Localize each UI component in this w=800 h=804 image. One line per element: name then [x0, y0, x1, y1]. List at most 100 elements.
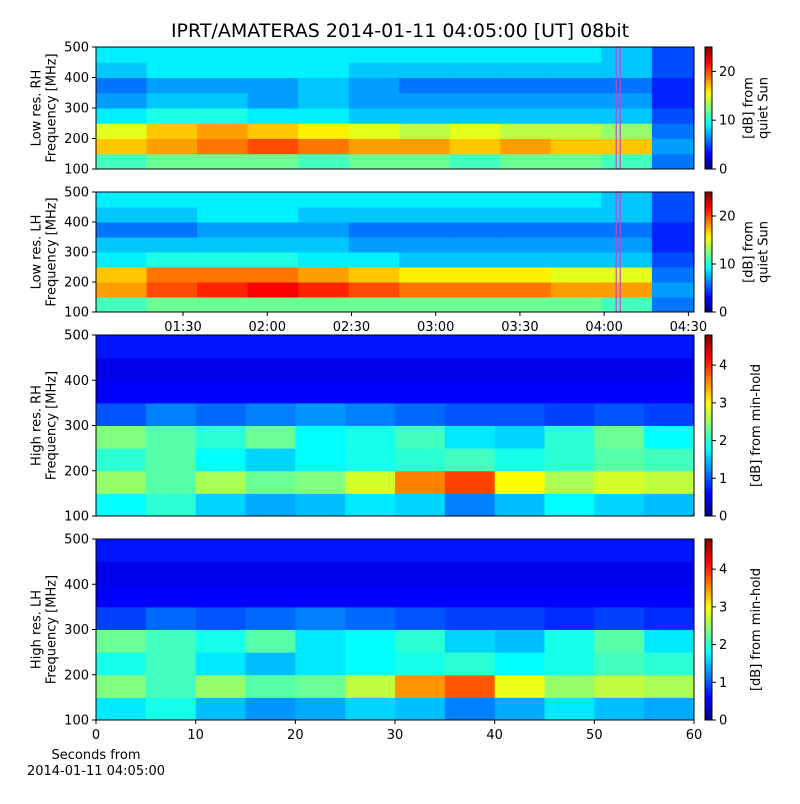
x-tick-label: 04:30: [670, 320, 707, 335]
heatmap-cell: [247, 47, 299, 63]
colorbar-segment: [705, 638, 712, 643]
colorbar-segment: [705, 569, 712, 573]
heatmap-cell: [298, 153, 350, 170]
heatmap-cell: [500, 222, 552, 238]
heatmap-cell: [348, 62, 400, 78]
heatmap-cell: [494, 697, 545, 721]
heatmap-cell: [96, 606, 147, 630]
heatmap-cell: [601, 92, 653, 109]
heatmap-cell: [298, 237, 350, 253]
colorbar-segment: [705, 110, 712, 113]
colorbar-segment: [705, 244, 712, 247]
heatmap-cell: [345, 402, 396, 426]
colorbar-segment: [705, 461, 712, 466]
heatmap-cell: [96, 357, 147, 381]
y-axis-label-line: Low res. LH: [30, 215, 45, 290]
heatmap-cell: [197, 297, 249, 313]
colorbar-segment: [705, 136, 712, 139]
x-tick-label: 02:30: [333, 320, 370, 335]
heatmap-cell: [245, 357, 296, 381]
heatmap-cell: [500, 297, 552, 313]
heatmap-cell: [96, 222, 148, 238]
heatmap-cell: [146, 153, 198, 170]
colorbar-segment: [705, 112, 712, 115]
colorbar-segment: [705, 593, 712, 597]
heatmap-cell: [601, 282, 653, 298]
colorbar-segment: [705, 214, 712, 217]
y-axis-label-line: Frequency [MHz]: [45, 371, 60, 480]
heatmap-cell: [399, 207, 451, 223]
heatmap-cell: [651, 252, 695, 268]
colorbar-segment: [705, 455, 712, 460]
colorbar-segment: [705, 230, 712, 233]
x-tick-label: 0: [92, 728, 100, 743]
heatmap-cell: [544, 335, 595, 359]
heatmap-cell: [195, 561, 246, 585]
heatmap-cell: [298, 138, 350, 155]
heatmap-cell: [146, 297, 198, 313]
colorbar-segment: [705, 422, 712, 426]
x-axis-label: 2014-01-11 04:05:00: [27, 764, 165, 779]
heatmap-cell: [348, 237, 400, 253]
colorbar-segment: [705, 122, 712, 125]
heatmap-cell: [197, 108, 249, 124]
heatmap-cell: [146, 138, 198, 155]
heatmap-cell: [298, 47, 350, 63]
heatmap-cell: [145, 674, 197, 698]
heatmap-cell: [96, 470, 147, 494]
heatmap-cell: [345, 380, 396, 404]
heatmap-cell: [395, 425, 446, 449]
heatmap-cell: [395, 652, 446, 676]
colorbar-segment: [705, 286, 712, 289]
colorbar-segment: [705, 77, 712, 81]
colorbar-segment: [705, 282, 712, 285]
heatmap-cell: [594, 470, 645, 494]
heatmap-cell: [544, 697, 595, 721]
colorbar-segment: [705, 158, 712, 162]
y-tick-label: 500: [64, 329, 89, 344]
heatmap-cell: [348, 207, 400, 223]
heatmap-cell: [345, 697, 396, 721]
colorbar-segment: [705, 75, 712, 78]
heatmap-cell: [96, 629, 147, 653]
colorbar-segment: [705, 398, 712, 402]
colorbar-segment: [705, 146, 712, 150]
heatmap-cell: [348, 153, 400, 170]
colorbar-segment: [705, 65, 712, 68]
colorbar-segment: [705, 671, 712, 676]
colorbar-segment: [705, 476, 712, 481]
heatmap-cell: [146, 267, 198, 283]
heatmap-cell: [96, 108, 148, 124]
heatmap-cell: [197, 62, 249, 78]
colorbar-segment: [705, 51, 712, 54]
heatmap-cell: [348, 222, 400, 238]
colorbar-segment: [705, 61, 712, 64]
colorbar-segment: [705, 710, 712, 715]
colorbar-segment: [705, 410, 712, 414]
heatmap-cell: [247, 237, 299, 253]
heatmap-cell: [594, 629, 645, 653]
heatmap-cell: [96, 652, 147, 676]
heatmap-cell: [295, 606, 346, 630]
colorbar-segment: [705, 407, 712, 411]
heatmap-cell: [96, 207, 148, 223]
colorbar-segment: [705, 150, 712, 154]
heatmap-cell: [444, 606, 496, 630]
colorbar-segment: [705, 452, 712, 457]
colorbar-label: [dB] fromquiet Sun: [742, 77, 772, 139]
heatmap-cell: [444, 561, 496, 585]
heatmap-cell: [195, 539, 246, 563]
heatmap-cell: [399, 77, 451, 94]
colorbar-segment: [705, 428, 712, 433]
heatmap-cell: [195, 470, 246, 494]
heatmap-cell: [96, 297, 148, 313]
colorbar-segment: [705, 335, 712, 339]
colorbar-segment: [705, 539, 712, 543]
heatmap-cell: [494, 584, 545, 608]
colorbar-segment: [705, 587, 712, 591]
heatmap-cell: [594, 425, 645, 449]
colorbar-segment: [705, 79, 712, 83]
heatmap-cell: [145, 402, 197, 426]
heatmap-cell: [494, 561, 545, 585]
